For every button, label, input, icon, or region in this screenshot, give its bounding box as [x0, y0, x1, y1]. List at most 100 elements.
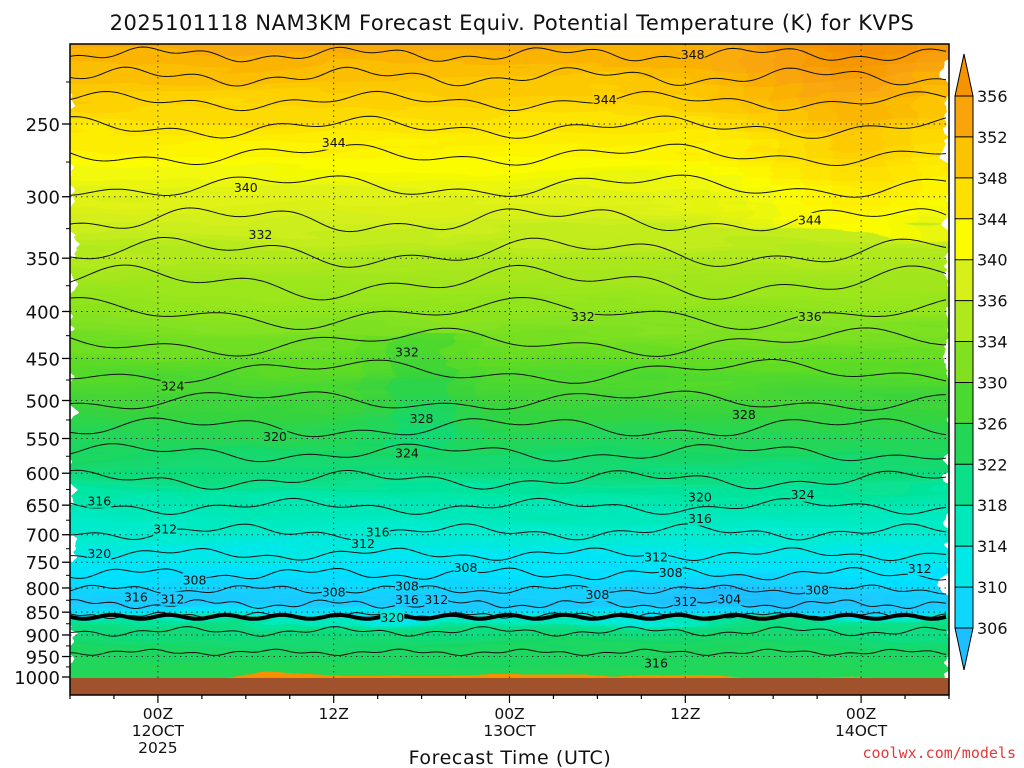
field-cell: [479, 579, 510, 585]
field-cell: [303, 286, 335, 296]
field-cell: [157, 268, 188, 279]
field-cell: [186, 527, 217, 533]
field-cell: [772, 663, 803, 668]
field-cell: [216, 396, 247, 405]
field-cell: [450, 498, 481, 505]
field-cell: [391, 259, 423, 270]
field-cell: [596, 562, 628, 569]
field-cell: [98, 349, 130, 358]
field-cell: [538, 541, 569, 547]
field-cell: [889, 377, 921, 385]
field-cell: [450, 445, 481, 452]
field-cell: [479, 93, 510, 109]
field-cell: [596, 294, 628, 304]
field-cell: [743, 445, 774, 452]
field-cell: [70, 606, 100, 612]
field-cell: [684, 377, 716, 385]
field-cell: [655, 610, 686, 616]
field-cell: [186, 595, 217, 601]
field-cell: [450, 653, 481, 658]
field-cell: [450, 318, 481, 328]
field-cell: [567, 221, 598, 233]
field-cell: [802, 461, 833, 469]
field-cell: [626, 286, 657, 296]
field-cell: [655, 522, 686, 529]
field-cell: [538, 498, 569, 505]
field-cell: [919, 221, 949, 233]
field-cell: [450, 403, 481, 411]
field-cell: [479, 673, 510, 678]
field-cell: [216, 302, 247, 312]
field-cell: [274, 79, 305, 95]
field-cell: [831, 625, 862, 631]
field-cell: [567, 549, 598, 556]
field-cell: [567, 603, 598, 608]
field-cell: [421, 44, 452, 52]
field-cell: [743, 302, 774, 312]
field-cell: [831, 421, 862, 429]
field-cell: [98, 483, 130, 490]
field-cell: [743, 456, 774, 463]
field-cell: [655, 478, 686, 485]
field-cell: [303, 427, 335, 435]
field-cell: [743, 409, 774, 417]
field-cell: [303, 318, 335, 328]
field-cell: [684, 427, 716, 435]
field-cell: [772, 639, 803, 645]
field-cell: [714, 663, 745, 668]
field-cell: [714, 277, 745, 288]
field-cell: [333, 639, 364, 645]
field-cell: [596, 527, 628, 533]
field-cell: [479, 241, 510, 252]
field-cell: [714, 656, 745, 662]
field-cell: [567, 670, 598, 675]
field-cell: [684, 558, 716, 564]
field-cell: [684, 571, 716, 577]
field-cell: [333, 286, 364, 296]
field-cell: [362, 190, 393, 203]
field-cell: [509, 498, 540, 505]
field-cell: [538, 427, 569, 435]
field-cell: [303, 65, 335, 81]
field-cell: [216, 341, 247, 351]
field-cell: [743, 157, 774, 170]
field-cell: [596, 439, 628, 447]
field-cell: [509, 221, 540, 233]
field-cell: [274, 201, 305, 213]
field-cell: [538, 591, 569, 597]
field-cell: [157, 670, 188, 675]
field-cell: [98, 643, 130, 648]
field-cell: [509, 483, 540, 490]
field-cell: [860, 660, 891, 665]
field-cell: [157, 93, 188, 109]
colorbar-label: 330: [977, 373, 1008, 392]
field-cell: [831, 508, 862, 515]
field-cell: [70, 636, 100, 641]
field-cell: [186, 383, 217, 392]
field-cell: [889, 618, 921, 623]
field-cell: [128, 44, 159, 52]
field-cell: [186, 472, 217, 480]
field-cell: [186, 666, 217, 672]
field-cell: [772, 456, 803, 463]
field-cell: [538, 527, 569, 533]
field-cell: [567, 250, 598, 261]
contour-label: 328: [732, 407, 756, 422]
field-cell: [216, 461, 247, 469]
field-cell: [98, 168, 130, 181]
field-cell: [98, 65, 130, 81]
field-cell: [245, 461, 276, 469]
field-cell: [70, 670, 100, 675]
field-cell: [743, 231, 774, 243]
field-cell: [831, 567, 862, 573]
field-cell: [362, 513, 393, 519]
field-cell: [274, 231, 305, 243]
field-cell: [509, 595, 540, 601]
field-cell: [567, 554, 598, 560]
field-cell: [128, 302, 159, 312]
field-cell: [538, 334, 569, 343]
field-cell: [684, 396, 716, 405]
credit-link[interactable]: coolwx.com/models: [862, 744, 1016, 762]
field-cell: [128, 427, 159, 435]
